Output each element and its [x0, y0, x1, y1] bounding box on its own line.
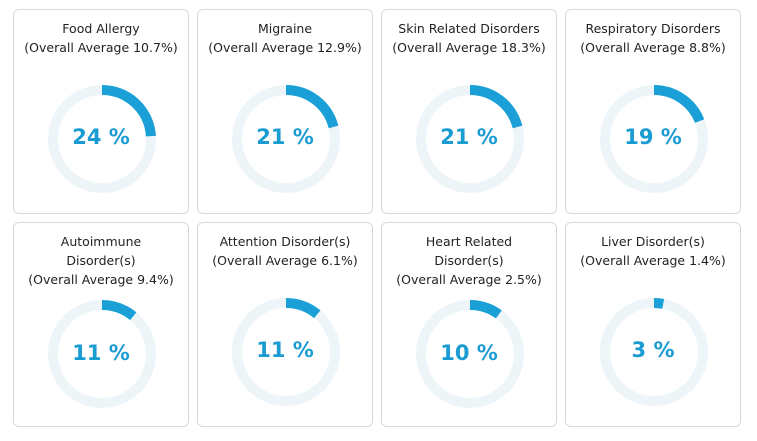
percent-label: 19 %: [624, 125, 682, 149]
donut-value-arc: [416, 85, 524, 193]
donut-chart: [600, 85, 708, 193]
card-title-line: Disorder(s): [434, 253, 504, 268]
card-title: Liver Disorder(s) (Overall Average 1.4%): [570, 232, 736, 270]
card-title-line: Skin Related Disorders: [398, 21, 540, 36]
donut-card: Food Allergy (Overall Average 10.7%) 24 …: [13, 9, 189, 214]
card-title: Food Allergy (Overall Average 10.7%): [18, 19, 184, 57]
card-title-line: Migraine: [257, 21, 313, 36]
donut-chart: [48, 300, 156, 408]
card-title-line: (Overall Average 12.9%): [208, 40, 362, 55]
donut-value-arc: [232, 298, 340, 406]
donut-card: Attention Disorder(s) (Overall Average 6…: [197, 222, 373, 427]
percent-label: 3 %: [631, 338, 675, 362]
donut-value-arc: [600, 298, 708, 406]
percent-label: 24 %: [72, 125, 130, 149]
card-title-line: Respiratory Disorders: [585, 21, 721, 36]
card-title-line: Food Allergy: [62, 21, 140, 36]
donut-card: Autoimmune Disorder(s) (Overall Average …: [13, 222, 189, 427]
card-title-line: Heart Related: [425, 234, 513, 249]
card-title-line: Autoimmune: [60, 234, 142, 249]
percent-label: 10 %: [440, 341, 498, 365]
donut-card: Migraine (Overall Average 12.9%) 21 %: [197, 9, 373, 214]
card-title-line: (Overall Average 1.4%): [580, 253, 726, 268]
donut-chart: [416, 300, 524, 408]
percent-label: 21 %: [256, 125, 314, 149]
card-title-line: (Overall Average 2.5%): [396, 272, 542, 287]
donut-value-arc: [48, 300, 156, 408]
card-title: Attention Disorder(s) (Overall Average 6…: [202, 232, 368, 270]
card-title: Skin Related Disorders (Overall Average …: [386, 19, 552, 57]
card-title-line: (Overall Average 8.8%): [580, 40, 726, 55]
percent-label: 11 %: [72, 341, 130, 365]
donut-chart: [232, 85, 340, 193]
donut-chart: [48, 85, 156, 193]
donut-value-arc: [232, 85, 340, 193]
card-title: Heart Related Disorder(s) (Overall Avera…: [386, 232, 552, 289]
donut-value-arc: [48, 85, 156, 193]
percent-label: 11 %: [256, 338, 314, 362]
card-title-line: (Overall Average 10.7%): [24, 40, 178, 55]
percent-label: 21 %: [440, 125, 498, 149]
card-title-line: (Overall Average 9.4%): [28, 272, 174, 287]
card-title-line: Disorder(s): [66, 253, 136, 268]
donut-card: Heart Related Disorder(s) (Overall Avera…: [381, 222, 557, 427]
donut-value-arc: [600, 85, 708, 193]
card-title: Autoimmune Disorder(s) (Overall Average …: [18, 232, 184, 289]
donut-value-arc: [416, 300, 524, 408]
donut-card: Liver Disorder(s) (Overall Average 1.4%)…: [565, 222, 741, 427]
donut-chart: [232, 298, 340, 406]
card-title-line: (Overall Average 6.1%): [212, 253, 358, 268]
donut-card: Respiratory Disorders (Overall Average 8…: [565, 9, 741, 214]
donut-chart: [600, 298, 708, 406]
card-title-line: (Overall Average 18.3%): [392, 40, 546, 55]
card-title: Migraine (Overall Average 12.9%): [202, 19, 368, 57]
donut-card: Skin Related Disorders (Overall Average …: [381, 9, 557, 214]
card-title-line: Attention Disorder(s): [219, 234, 351, 249]
card-title: Respiratory Disorders (Overall Average 8…: [570, 19, 736, 57]
donut-chart: [416, 85, 524, 193]
card-title-line: Liver Disorder(s): [601, 234, 705, 249]
